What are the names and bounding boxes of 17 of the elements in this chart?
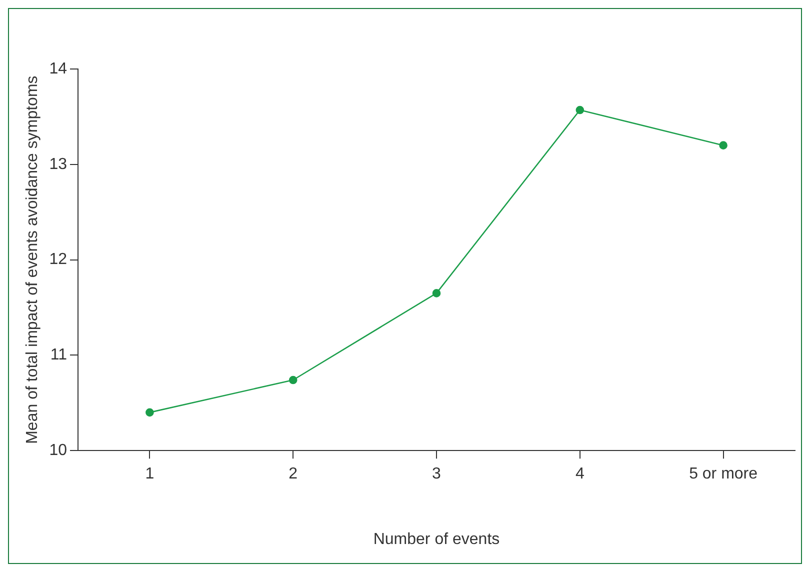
point bbox=[719, 141, 728, 150]
y-tick-label: 11 bbox=[50, 346, 68, 364]
y-tick-label: 10 bbox=[49, 442, 68, 460]
x-axis-title: Number of events bbox=[373, 530, 500, 548]
y-tick-label: 12 bbox=[49, 251, 68, 268]
point bbox=[146, 408, 154, 417]
point bbox=[288, 376, 298, 384]
x-tick-label: 2 bbox=[288, 466, 298, 483]
y-tick-label: 14 bbox=[49, 60, 68, 78]
x-tick-label: 1 bbox=[145, 466, 154, 483]
x-tick-label: 3 bbox=[432, 466, 442, 483]
x-tick-label: 5 or more bbox=[689, 466, 758, 483]
point bbox=[576, 106, 584, 114]
y-axis-title: Mean of total impact of events avoidance symptoms bbox=[24, 76, 42, 444]
x-tick-label: 4 bbox=[575, 466, 584, 483]
y-tick-label: 13 bbox=[49, 156, 68, 173]
point bbox=[432, 289, 441, 298]
